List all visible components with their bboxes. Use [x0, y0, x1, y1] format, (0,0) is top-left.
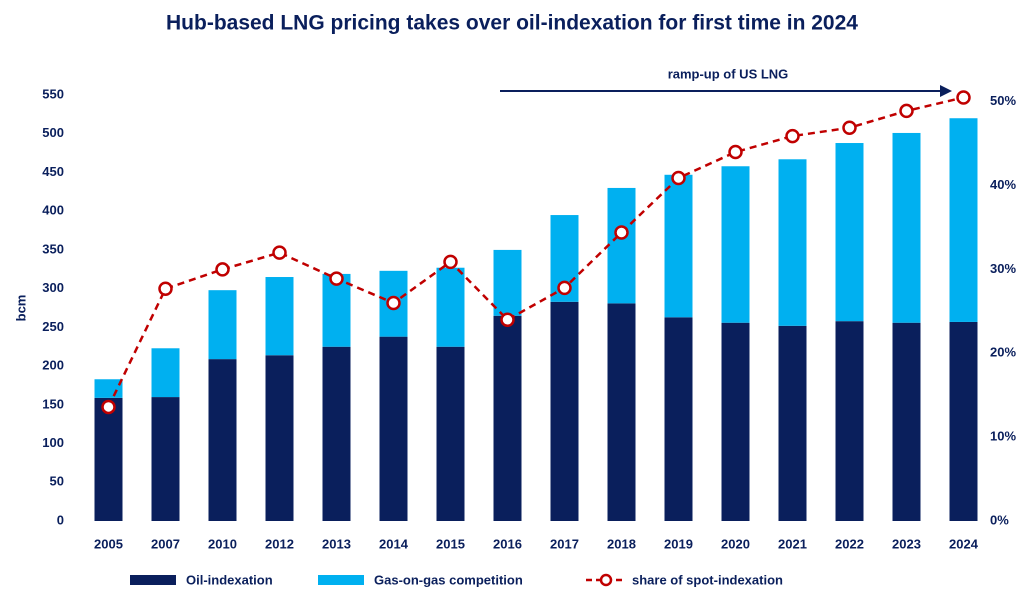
legend-label: Oil-indexation: [186, 572, 273, 587]
marker: [272, 245, 287, 260]
x-tick-label: 2021: [778, 536, 807, 551]
y-tick-label: 150: [42, 396, 64, 411]
bar-segment: [835, 321, 864, 521]
bar-segment: [379, 336, 408, 521]
marker: [899, 103, 914, 119]
y2-tick-label: 10%: [990, 429, 1016, 444]
x-tick-label: 2010: [208, 536, 237, 551]
marker: [443, 254, 458, 270]
y-tick-label: 50: [50, 474, 64, 489]
x-tick-label: 2014: [379, 536, 409, 551]
x-tick-label: 2019: [664, 536, 693, 551]
bar-segment: [436, 267, 465, 347]
bar-segment: [949, 321, 978, 521]
marker: [956, 90, 971, 105]
bar-segment: [265, 277, 294, 356]
x-tick-label: 2022: [835, 536, 864, 551]
x-tick-label: 2023: [892, 536, 921, 551]
marker: [386, 295, 401, 311]
x-tick-label: 2013: [322, 536, 351, 551]
y-tick-label: 400: [42, 203, 64, 218]
bar-segment: [208, 290, 237, 360]
y-tick-label: 0: [57, 512, 64, 527]
bar-segment: [607, 303, 636, 521]
bar-segment: [664, 174, 693, 318]
y2-tick-label: 50%: [990, 93, 1016, 108]
bar-segment: [265, 355, 294, 521]
y-tick-label: 250: [42, 319, 64, 334]
legend-swatch: [599, 573, 613, 587]
x-tick-label: 2017: [550, 536, 579, 551]
y-tick-label: 350: [42, 241, 64, 256]
x-tick-label: 2020: [721, 536, 750, 551]
marker: [728, 144, 743, 160]
marker: [101, 399, 116, 415]
bar-segment: [151, 348, 180, 398]
arrow-head: [940, 85, 952, 97]
legend-swatch: [130, 575, 176, 585]
line: [107, 96, 964, 408]
bar-segment: [208, 359, 237, 521]
marker: [329, 271, 344, 286]
bar-segment: [94, 397, 123, 521]
bar-segment: [322, 273, 351, 347]
bar-segment: [892, 132, 921, 323]
bar-segment: [721, 322, 750, 521]
x-tick-label: 2012: [265, 536, 294, 551]
legend-label: Gas-on-gas competition: [374, 572, 523, 587]
bar-segment: [664, 317, 693, 521]
marker: [785, 128, 800, 144]
marker: [557, 280, 572, 296]
bar-segment: [493, 249, 522, 316]
bar-segment: [778, 159, 807, 326]
marker: [215, 262, 230, 277]
annotation: ramp-up of US LNG: [668, 66, 789, 81]
marker: [614, 225, 629, 240]
legend-label: share of spot-indexation: [632, 572, 783, 587]
bar-segment: [892, 322, 921, 521]
bar-segment: [322, 346, 351, 521]
bar-segment: [835, 143, 864, 322]
y-tick-label: 200: [42, 358, 64, 373]
bar-segment: [550, 301, 579, 521]
chart-title: Hub-based LNG pricing takes over oil-ind…: [166, 12, 858, 35]
x-tick-label: 2007: [151, 536, 180, 551]
y-tick-label: 100: [42, 435, 64, 450]
y2-tick-label: 0%: [990, 512, 1009, 527]
x-tick-label: 2015: [436, 536, 465, 551]
x-tick-label: 2018: [607, 536, 636, 551]
y-axis-label: bcm: [13, 295, 28, 322]
y-tick-label: 500: [42, 125, 64, 140]
bar-segment: [721, 166, 750, 323]
y-tick-label: 300: [42, 280, 64, 295]
bar-segment: [151, 397, 180, 521]
marker: [158, 281, 173, 296]
legend-swatch: [318, 575, 364, 585]
bar-segment: [493, 315, 522, 521]
y-tick-label: 550: [42, 86, 64, 101]
bar-segment: [607, 187, 636, 304]
bar-segment: [436, 346, 465, 521]
x-tick-label: 2024: [949, 536, 979, 551]
x-tick-label: 2005: [94, 536, 123, 551]
y2-tick-label: 20%: [990, 345, 1016, 360]
marker: [842, 120, 857, 135]
x-tick-label: 2016: [493, 536, 522, 551]
y2-tick-label: 30%: [990, 261, 1016, 276]
marker: [500, 312, 515, 327]
y-tick-label: 450: [42, 164, 64, 179]
bar-segment: [778, 325, 807, 521]
bar-segment: [949, 118, 978, 322]
bar-segment: [94, 379, 123, 398]
y2-tick-label: 40%: [990, 177, 1016, 192]
marker: [671, 170, 686, 186]
